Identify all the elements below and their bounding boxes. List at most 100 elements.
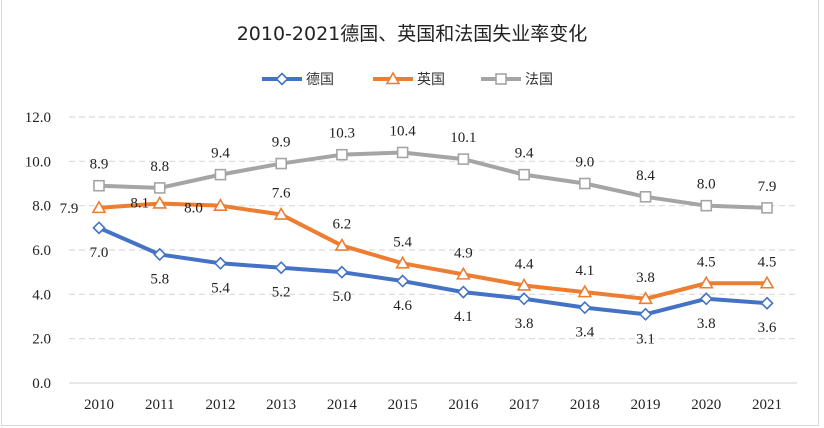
- triangle-marker: [91, 200, 107, 214]
- x-tick-label: 2011: [145, 397, 174, 413]
- diamond-marker: [335, 265, 349, 279]
- data-label: 4.6: [393, 298, 412, 314]
- data-label: 5.4: [211, 280, 230, 296]
- data-label: 5.4: [393, 234, 412, 250]
- data-label: 9.0: [575, 155, 594, 171]
- triangle-marker: [273, 206, 289, 220]
- series-diamond: 7.0 5.8 5.4 5.2 5.0 4.6 4.1 3.8 3.4 3.1 3.8 3.6: [90, 221, 777, 347]
- square-marker: [639, 191, 652, 203]
- square-marker: [495, 73, 507, 85]
- x-tick-label: 2021: [752, 397, 782, 413]
- square-marker: [457, 153, 470, 165]
- diamond-marker: [456, 285, 470, 299]
- diamond-marker: [517, 292, 531, 306]
- y-axis: 0.0 2.0 4.0 6.0 8.0 10.0 12.0: [25, 110, 51, 392]
- y-tick-label: 8.0: [32, 199, 51, 215]
- triangle-marker: [455, 266, 471, 280]
- series-line: [97, 201, 769, 301]
- data-label: 5.8: [150, 271, 169, 287]
- legend-item: 德国: [262, 72, 334, 88]
- diamond-marker: [699, 292, 713, 306]
- triangle-marker: [152, 195, 168, 209]
- legend-label: 德国: [306, 72, 334, 88]
- series-line: [97, 150, 769, 210]
- data-label: 3.8: [515, 316, 534, 332]
- diamond-marker: [274, 261, 288, 275]
- triangle-marker: [698, 275, 714, 289]
- diamond-marker: [153, 247, 167, 262]
- x-tick-label: 2013: [266, 397, 296, 413]
- data-label: 7.6: [272, 186, 291, 202]
- data-label: 7.0: [90, 245, 109, 261]
- x-tick-label: 2020: [691, 397, 721, 413]
- series-line: [97, 225, 769, 317]
- square-marker: [275, 157, 287, 170]
- data-label: 3.8: [697, 316, 716, 332]
- square-marker: [579, 177, 591, 190]
- data-label: 8.9: [90, 157, 109, 173]
- triangle-marker: [213, 198, 228, 211]
- x-axis: 2010 2011 2012 2013 2014 2015 2016 2017 2018 2019…: [84, 397, 782, 413]
- square-marker: [214, 168, 227, 181]
- data-label: 9.4: [211, 146, 230, 162]
- series-group: 8.9 8.89.49.910.3 10.4 10.19.49.08.48.0 7.97…: [60, 123, 777, 347]
- diamond-marker: [760, 296, 774, 310]
- x-tick-label: 2010: [84, 397, 114, 413]
- data-label: 5.2: [272, 285, 291, 301]
- x-tick-label: 2018: [570, 397, 600, 413]
- y-tick-label: 12.0: [25, 110, 51, 126]
- series-square: 8.9 8.8 9.4 9.9 10.3 10.4 10.1 9.4 9.0 8.4 8.0 7.9: [90, 123, 777, 214]
- triangle-marker: [638, 291, 653, 305]
- data-label: 4.9: [454, 245, 473, 261]
- diamond-marker: [578, 301, 592, 315]
- legend: 德国 英国 法国: [262, 71, 553, 88]
- data-label: 3.6: [758, 320, 777, 336]
- triangle-marker: [385, 71, 401, 85]
- square-marker: [518, 168, 530, 181]
- data-label: 8.1: [130, 195, 149, 211]
- data-label: 4.1: [575, 263, 594, 279]
- legend-label: 英国: [417, 71, 445, 88]
- x-tick-label: 2012: [205, 397, 235, 413]
- square-marker: [93, 179, 105, 192]
- data-label: 9.4: [515, 146, 534, 162]
- x-tick-label: 2015: [388, 397, 418, 413]
- data-label: 3.1: [636, 331, 655, 347]
- square-marker: [396, 146, 409, 159]
- triangle-marker: [577, 284, 593, 298]
- diamond-marker: [396, 274, 410, 288]
- y-tick-label: 10.0: [25, 154, 51, 170]
- legend-item: 法国: [481, 72, 553, 88]
- data-label: 8.0: [184, 201, 203, 217]
- series-triangle: 7.9 8.1 8.0 7.6 6.2 5.4 4.9 4.4 4.1 3.8 4.5 4.5: [60, 186, 776, 305]
- data-label: 4.1: [454, 309, 473, 325]
- y-tick-label: 0.0: [32, 376, 51, 392]
- data-label: 4.5: [697, 254, 716, 270]
- data-label: 7.9: [758, 179, 777, 195]
- y-tick-label: 6.0: [32, 243, 51, 259]
- legend-item: 英国: [373, 71, 445, 88]
- square-marker: [153, 182, 166, 194]
- diamond-marker: [275, 72, 289, 86]
- legend-label: 法国: [525, 72, 553, 88]
- data-label: 9.9: [272, 135, 291, 151]
- data-label: 3.4: [575, 325, 594, 341]
- data-label: 7.9: [60, 201, 79, 217]
- data-label: 8.0: [697, 177, 716, 193]
- y-tick-label: 4.0: [32, 287, 51, 303]
- chart-title: 2010-2021德国、英国和法国失业率变化: [237, 23, 588, 45]
- data-label: 10.1: [450, 130, 476, 146]
- data-label: 8.8: [150, 159, 169, 175]
- data-label: 4.4: [515, 256, 534, 272]
- square-marker: [761, 202, 773, 214]
- data-label: 10.4: [390, 123, 417, 139]
- diamond-marker: [638, 307, 653, 321]
- diamond-marker: [213, 256, 228, 270]
- x-tick-label: 2016: [448, 397, 479, 413]
- triangle-marker: [759, 275, 775, 289]
- triangle-marker: [516, 277, 532, 291]
- data-label: 3.8: [636, 270, 655, 286]
- triangle-marker: [334, 237, 350, 251]
